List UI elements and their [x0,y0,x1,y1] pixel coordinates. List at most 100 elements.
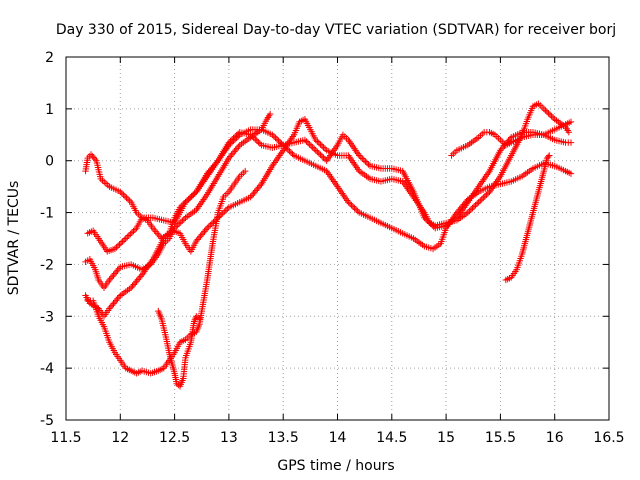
data-point [114,242,122,250]
data-point [317,151,324,158]
data-point [542,107,549,114]
data-point [190,191,197,198]
data-point [120,236,128,244]
data-point [540,105,548,113]
data-point [256,140,264,147]
data-point [102,180,110,187]
data-point [106,305,113,312]
x-tick-label: 15.5 [485,430,516,446]
data-point [247,193,254,201]
data-point [276,138,284,146]
data-point [228,136,236,143]
data-point [363,159,371,167]
data-point [115,293,123,301]
data-point [116,241,123,248]
data-point [188,193,195,200]
data-point [567,118,575,126]
data-point [123,194,130,201]
data-point [241,167,249,175]
data-point [256,182,264,189]
data-point [222,207,229,214]
data-point [275,137,282,144]
data-point [137,273,144,280]
data-point [230,134,237,142]
data-point [106,276,113,284]
data-point [320,154,327,161]
data-point [543,108,551,116]
data-point [114,267,121,274]
data-point [235,130,242,137]
x-tick-label: 12.5 [159,430,190,446]
data-point [497,147,504,154]
data-point [255,184,262,191]
data-point [91,155,99,163]
x-tick-label: 16 [546,430,564,446]
data-point [127,230,134,238]
data-point [255,138,262,146]
data-point [113,297,120,304]
data-point [266,110,274,118]
series-track-6 [155,307,203,390]
data-point [304,139,312,147]
data-point [151,226,158,234]
data-point [286,147,293,155]
data-point [314,148,321,156]
data-point [195,234,203,242]
x-tick-labels: 11.5 12 12.5 13 13.5 14 14.5 15 15.5 16 16.5 [50,430,624,446]
data-point [549,114,557,121]
series-track-7 [448,128,575,159]
y-tick-label: -3 [40,309,54,325]
data-point [307,142,315,150]
data-point [360,156,368,164]
data-point [225,154,233,162]
data-point [546,152,553,159]
data-point [172,223,180,230]
data-point [317,141,324,148]
data-point [108,302,116,309]
data-point [119,238,126,245]
data-point [221,208,228,216]
data-point [120,191,127,198]
data-point [191,190,198,197]
y-tick-label: -5 [40,413,54,429]
data-point [567,170,575,177]
data-point [250,190,257,197]
data-point [545,110,552,117]
data-point [233,145,241,152]
data-point [252,136,259,143]
data-point [125,232,133,239]
data-point [182,199,189,206]
y-tick-label: -1 [40,206,54,222]
y-tick-label: 1 [45,102,54,118]
data-point [254,185,261,193]
data-point [312,136,319,144]
data-point [173,380,180,387]
data-marks [82,100,575,390]
data-point [111,245,119,253]
data-point [253,137,261,144]
data-point [289,150,296,158]
data-point [198,231,205,238]
data-point [174,221,181,229]
data-point [472,201,479,209]
data-point [477,197,484,204]
data-point [228,151,235,159]
data-point [87,151,95,158]
data-point [469,204,476,212]
data-point [354,207,361,215]
data-point [177,219,185,226]
data-point [185,196,192,203]
x-tick-label: 14 [329,430,347,446]
y-tick-label: -2 [40,257,54,273]
data-point [235,143,242,150]
data-point [129,282,136,290]
y-axis-label: SDTVAR / TECUs [6,181,22,296]
data-point [227,137,234,145]
data-point [107,275,114,282]
data-point [273,136,281,143]
data-point [121,193,129,200]
x-tick-label: 13 [220,430,238,446]
data-point [356,152,363,159]
data-point [194,236,201,243]
